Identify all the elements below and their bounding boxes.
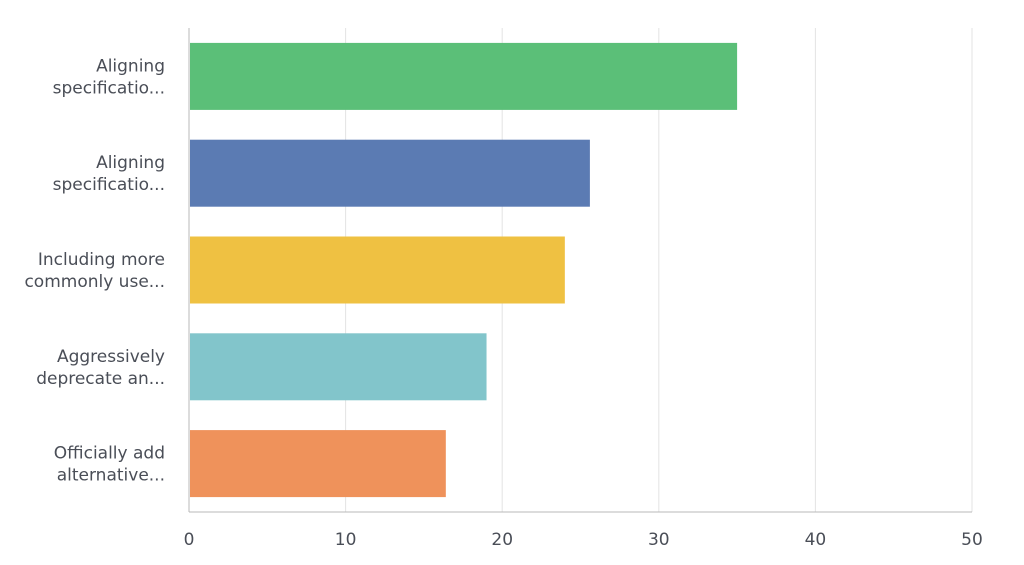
category-label: Aligning specificatio... xyxy=(53,153,165,195)
x-axis-ticks: 0 10 20 30 40 50 xyxy=(184,530,983,550)
x-tick-label: 40 xyxy=(805,530,827,550)
bar-1[interactable] xyxy=(190,42,738,110)
x-tick-label: 50 xyxy=(961,530,983,550)
bar-5[interactable] xyxy=(190,430,446,498)
category-labels: Aligning specificatio... Aligning specifica… xyxy=(24,56,165,485)
x-tick-label: 20 xyxy=(491,530,513,550)
category-label: Aligning specificatio... xyxy=(53,56,165,98)
bar-4[interactable] xyxy=(190,333,487,401)
x-tick-label: 30 xyxy=(648,530,670,550)
category-label: Including more commonly use... xyxy=(24,250,165,292)
x-tick-label: 10 xyxy=(335,530,357,550)
bar-2[interactable] xyxy=(190,139,590,207)
category-label: Officially add alternative... xyxy=(54,444,165,486)
bar-3[interactable] xyxy=(190,236,565,304)
category-label: Aggressively deprecate an... xyxy=(36,347,165,389)
x-tick-label: 0 xyxy=(184,530,195,550)
bars xyxy=(190,42,738,498)
